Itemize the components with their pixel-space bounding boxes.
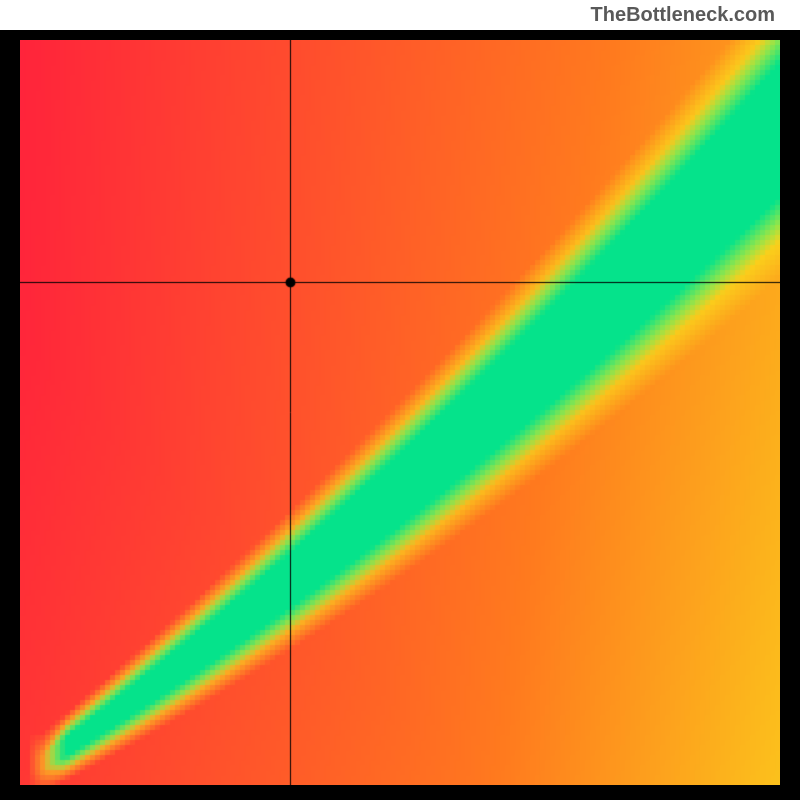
- heatmap-plot: [20, 40, 780, 785]
- watermark-text: TheBottleneck.com: [591, 4, 775, 26]
- outer-frame: TheBottleneck.com: [0, 0, 800, 800]
- watermark: TheBottleneck.com: [0, 0, 800, 30]
